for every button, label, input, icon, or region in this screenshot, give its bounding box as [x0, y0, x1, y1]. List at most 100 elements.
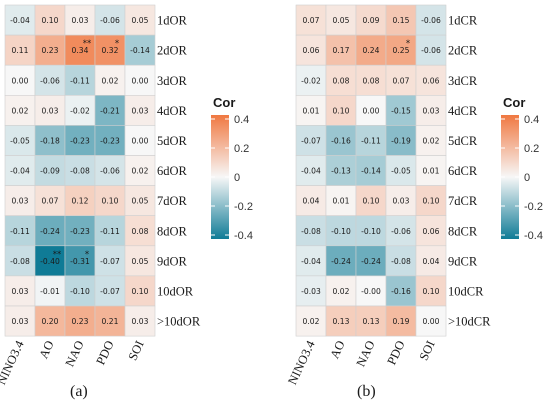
heatmap-a-cell-label: 0.08: [132, 227, 149, 236]
heatmap-a-cell-label: 0.23: [42, 46, 59, 55]
heatmap-b-cell-label: -0.15: [391, 106, 411, 115]
heatmap-b-cell-label: 0.13: [363, 317, 380, 326]
heatmap-a-row-label: >10dOR: [157, 315, 201, 329]
heatmap-a-cell-label: 0.03: [12, 317, 29, 326]
heatmap-b-cell: [415, 34, 447, 66]
heatmap-b-cell-label: 0.07: [303, 16, 320, 25]
legend-a-title: Cor: [213, 95, 235, 110]
heatmap-b-cells: 0.07 0.05 0.09 0.15 -0.06 0.06 0.17 0.24 0.25* -0…: [295, 4, 447, 337]
heatmap-a-cell: [124, 275, 156, 307]
heatmap-b-cell-label: 0.10: [333, 106, 350, 115]
heatmap-a-cell-label: -0.06: [100, 16, 120, 25]
heatmap-b-cell-label: 0.02: [303, 317, 320, 326]
heatmap-a-cell-label: -0.11: [100, 227, 120, 236]
heatmap-b-col-label: NINO3.4: [285, 338, 318, 387]
heatmap-b-row-label: 9dCR: [448, 254, 478, 268]
heatmap-b-significance-mark: *: [406, 39, 410, 49]
heatmap-b-cell: [415, 125, 447, 156]
heatmap-a-row-label: 2dOR: [157, 44, 188, 58]
heatmap-a-cell: [94, 305, 126, 337]
heatmap-a-cell: [34, 245, 66, 277]
heatmap-a-cell: [94, 215, 126, 247]
heatmap-b-cell-label: 0.06: [303, 46, 320, 55]
heatmap-b-row-labels: 1dCR 2dCR 3dCR 4dCR 5dCR 6dCR 7dCR 8dCR 9dCR 10dC…: [448, 14, 491, 329]
heatmap-a-cell-label: -0.05: [10, 136, 30, 145]
heatmap-b-cell-label: -0.24: [361, 257, 381, 266]
heatmap-a-cell: [94, 64, 126, 96]
heatmap-b-cell-label: -0.05: [391, 167, 411, 176]
heatmap-a-cell-label: -0.10: [70, 287, 90, 296]
heatmap-a-cell-label: -0.01: [40, 287, 60, 296]
heatmap-a-cell-label: 0.10: [132, 287, 149, 296]
heatmap-a-cell-label: 0.03: [132, 106, 149, 115]
heatmap-a-cell: [4, 305, 36, 337]
heatmap-a-cell-label: 0.00: [132, 136, 149, 145]
heatmap-a-row-label: 8dOR: [157, 224, 188, 238]
heatmap-b-cell: [355, 245, 387, 277]
heatmap-b-cell-label: -0.24: [331, 257, 351, 266]
heatmap-b-cell-label: 0.06: [423, 227, 440, 236]
heatmap-a-cell-label: 0.02: [132, 167, 149, 176]
heatmap-a-cell-label: -0.14: [130, 46, 150, 55]
heatmap-b-row-label: 10dCR: [448, 284, 484, 298]
heatmap-b-col-label: AO: [327, 338, 347, 360]
heatmap-b-row-label: 4dCR: [448, 104, 478, 118]
heatmap-b-cell: [415, 275, 447, 307]
heatmap-b-cell-label: -0.07: [301, 136, 321, 145]
heatmap-a-cell-label: 0.03: [72, 16, 89, 25]
panel-a-label: (a): [70, 383, 88, 400]
heatmap-a-cell: [64, 34, 96, 66]
legend-b-tick-label: -0.4: [524, 230, 543, 242]
heatmap-a-cell-label: -0.07: [100, 257, 120, 266]
heatmap-b-row-label: 1dCR: [448, 14, 478, 28]
heatmap-b-cell-label: 0.17: [333, 46, 350, 55]
heatmap-b-cell: [355, 95, 387, 126]
heatmap-b-col-label: SOI: [417, 338, 438, 362]
heatmap-a-row-label: 10dOR: [157, 284, 194, 298]
heatmap-b-cell-label: -0.10: [331, 227, 351, 236]
legend-b-tick-label: -0.2: [524, 201, 543, 213]
heatmap-a-cell-label: 0.05: [132, 257, 149, 266]
heatmap-a-cell-label: 0.11: [12, 46, 29, 55]
legend-a-tick-label: 0: [234, 172, 240, 184]
heatmap-a-cell: [4, 215, 36, 247]
heatmap-b-cell: [295, 4, 327, 36]
heatmap-a-cell-label: 0.05: [132, 16, 149, 25]
heatmap-a-cell: [124, 245, 156, 277]
heatmap-a-cell-label: -0.07: [100, 287, 120, 296]
heatmap-a-cell-label: 0.20: [42, 317, 59, 326]
heatmap-b-cell: [325, 245, 357, 277]
heatmap-b-cell-label: 0.09: [363, 16, 380, 25]
heatmap-a-cell: [64, 95, 96, 126]
heatmap-a-cell-label: -0.21: [100, 106, 120, 115]
heatmap-a-cell-label: -0.06: [40, 76, 60, 85]
heatmap-b-cell-label: -0.04: [301, 257, 321, 266]
heatmap-a-cell-label: 0.10: [42, 16, 59, 25]
heatmap-b-cell-label: -0.04: [301, 167, 321, 176]
heatmap-b-cell: [355, 275, 387, 307]
heatmap-a-col-label: AO: [36, 338, 56, 360]
heatmap-a-cell-label: -0.04: [10, 167, 30, 176]
heatmap-a-row-labels: 1dOR 2dOR 3dOR 4dOR 5dOR 6dOR 7dOR 8dOR 9dOR 10dO…: [157, 14, 201, 329]
heatmap-a-cells: -0.04 0.10 0.03 -0.06 0.050.11 0.23 0.34**0.32…: [4, 4, 156, 337]
heatmap-a-cell-label: 0.05: [132, 197, 149, 206]
heatmap-b-cell: [295, 215, 327, 247]
heatmap-b-cell-label: -0.08: [301, 227, 321, 236]
heatmap-a-significance-mark: *: [115, 39, 119, 49]
legend-a-tick-label: -0.2: [234, 201, 253, 213]
heatmap-b-cell: [355, 34, 387, 66]
heatmap-b-cell: [355, 155, 387, 186]
heatmap-a-row-label: 9dOR: [157, 254, 188, 268]
heatmap-b-cell: [325, 125, 357, 156]
heatmap-a-cell: [124, 215, 156, 247]
heatmap-b-cell: [355, 305, 387, 337]
heatmap-a-row-label: 3dOR: [157, 74, 188, 88]
heatmap-a-cell-label: -0.23: [70, 227, 90, 236]
heatmap-b-cell-label: -0.14: [361, 167, 381, 176]
heatmap-a-cell-label: 0.03: [42, 106, 59, 115]
heatmap-b-cell: [355, 4, 387, 36]
heatmap-a-cell: [94, 34, 126, 66]
heatmap-b-cell: [355, 215, 387, 247]
heatmap-a-cell-label: 0.32: [102, 46, 119, 55]
heatmap-a-cell-label: -0.23: [70, 136, 90, 145]
